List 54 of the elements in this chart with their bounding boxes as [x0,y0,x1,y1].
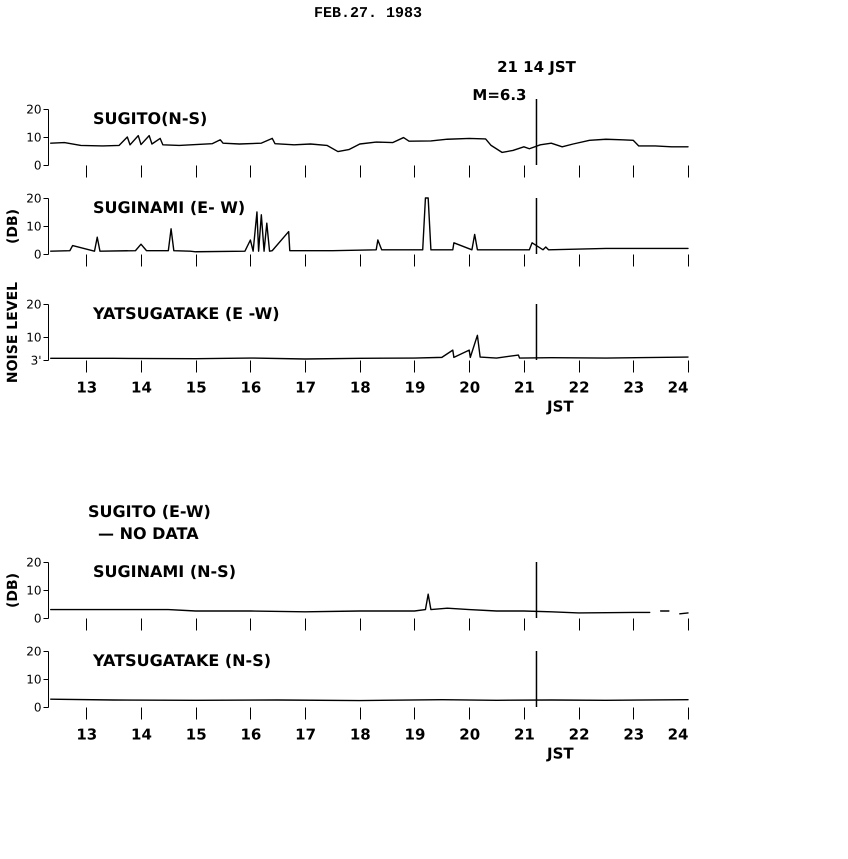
y-tick-label: 0 [34,158,42,172]
y-tick-label: 10 [26,584,42,598]
y-tick-label: 0 [34,612,42,626]
text: M=6.3 [472,86,526,104]
x-tick-label: 16 [240,726,262,744]
y-tick-label: 0 [34,248,42,262]
series-label: YATSUGATAKE (N-S) [92,651,272,670]
text: YATSUGATAKE (E -W) [92,304,280,323]
y-axis-title: (DB) [5,208,22,244]
series-label: SUGINAMI (N-S) [93,562,236,581]
x-tick-label: 17 [295,378,316,396]
text: SUGITO (E-W) [88,502,211,521]
x-tick-label: 18 [350,378,371,396]
y-tick-label: 10 [26,220,42,234]
x-tick-label: 19 [404,726,426,744]
y-tick-label: 20 [26,298,42,312]
x-tick-label: 14 [131,726,152,744]
chart-title: FEB.27. 1983 [314,5,422,22]
x-tick-label: 21 [514,726,535,744]
x-tick-label: 22 [568,726,590,744]
x-tick-label: 24 [668,378,688,396]
x-tick-label: 23 [623,726,644,744]
x-tick-label: 14 [131,378,152,396]
x-tick-label: 24 [668,726,688,744]
x-tick-label: 23 [623,378,644,396]
x-axis-title: JST [546,398,574,416]
x-tick-label: 17 [295,726,316,744]
x-tick-label: 13 [76,378,98,396]
x-tick-label: 15 [186,726,207,744]
x-tick-label: 20 [459,378,480,396]
series-label: SUGINAMI (E- W) [93,198,246,217]
x-tick-label: 21 [514,378,535,396]
y-tick-label: 3' [30,354,42,368]
y-tick-label: 10 [26,330,42,344]
y-tick-label: 0 [34,700,42,714]
x-axis-title: JST [546,744,574,762]
y-tick-label: 10 [26,672,42,686]
y-tick-label: 20 [26,102,42,116]
x-tick-label: 15 [186,378,207,396]
x-tick-label: 16 [240,378,262,396]
x-tick-label: 18 [350,726,371,744]
x-tick-label: 19 [404,378,426,396]
y-tick-label: 10 [26,130,42,144]
x-tick-label: 20 [459,726,480,744]
text: — NO DATA [98,524,200,543]
text: 21 14 JST [497,58,577,76]
x-tick-label: 13 [76,726,98,744]
y-tick-label: 20 [26,556,42,570]
y-axis-title: NOISE LEVEL [5,282,22,384]
x-tick-label: 22 [568,378,590,396]
y-tick-label: 20 [26,644,42,658]
series-label: SUGITO(N-S) [93,109,208,128]
y-tick-label: 20 [26,192,42,206]
y-axis-title: (DB) [5,572,22,608]
